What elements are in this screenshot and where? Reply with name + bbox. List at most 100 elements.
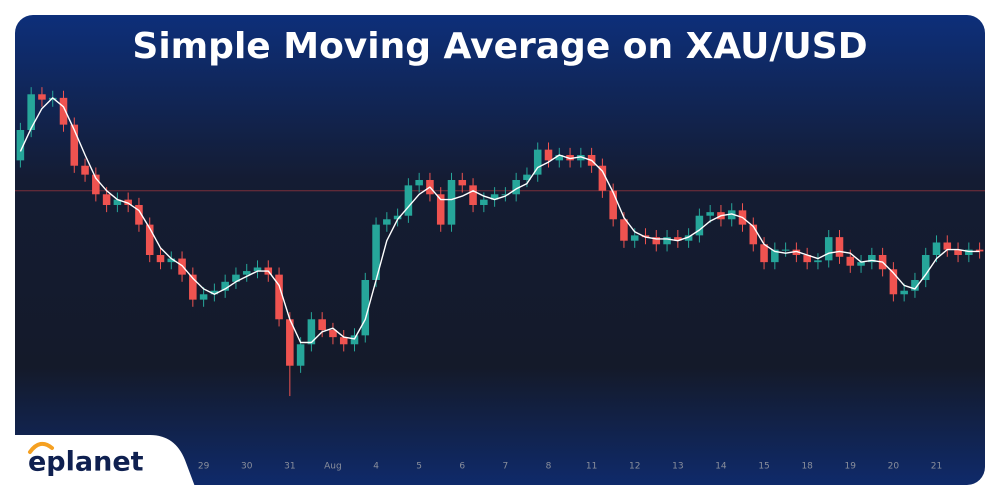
candle-body	[911, 280, 919, 291]
candle-body	[975, 249, 984, 252]
candle-body	[135, 205, 143, 225]
x-tick-label: 4	[373, 462, 379, 472]
candle-body	[307, 319, 316, 345]
x-tick-label: 6	[459, 462, 465, 472]
x-tick-label: 18	[801, 462, 813, 472]
candle-body	[598, 165, 607, 191]
candle-body	[512, 180, 520, 195]
candle-body	[372, 224, 380, 280]
x-tick-label: 31	[284, 462, 295, 472]
candle-body	[242, 271, 251, 275]
candle-body	[469, 185, 477, 205]
candle-body	[296, 344, 305, 366]
candle-body	[156, 255, 165, 263]
plot-area: 29 30 31 Aug 4 5 6 7 8 11 12 13 14 15 18 19 20 21	[15, 87, 985, 472]
candle-body	[339, 337, 348, 345]
candle-body	[889, 269, 898, 295]
candle-body	[232, 274, 240, 282]
chart-title: Simple Moving Average on XAU/USD	[132, 26, 867, 67]
candle-body	[695, 215, 704, 236]
x-tick-label: Aug	[324, 462, 342, 472]
x-tick-label: 30	[241, 462, 253, 472]
candle-body	[38, 94, 46, 100]
candle-body	[965, 249, 973, 255]
candle-body	[641, 235, 650, 238]
candle-body	[824, 237, 833, 261]
candle-body	[555, 155, 564, 161]
candle-body	[620, 219, 628, 241]
candle-body	[221, 281, 229, 291]
candle-body	[523, 174, 531, 180]
candle-body	[684, 235, 693, 241]
candle-body	[92, 174, 100, 195]
candle-body	[932, 242, 941, 255]
candle-body	[954, 249, 962, 255]
x-tick-label: 19	[845, 462, 857, 472]
candle-body	[781, 249, 790, 251]
x-tick-label: 8	[546, 462, 552, 472]
logo-arc	[28, 441, 54, 454]
candle-body	[70, 124, 79, 166]
x-tick-label: 21	[931, 462, 942, 472]
candle-body	[663, 237, 671, 245]
x-tick-label: 5	[416, 462, 422, 472]
candle-body	[113, 199, 122, 205]
sma-line	[19, 97, 980, 344]
candle-body	[609, 190, 617, 220]
candle-body	[577, 155, 585, 161]
candle-body	[533, 149, 542, 175]
candle-body	[835, 237, 844, 257]
candle-body	[749, 224, 758, 245]
candle-body	[803, 255, 811, 263]
candle-body	[286, 319, 294, 366]
candle-body	[318, 319, 326, 330]
x-tick-label: 12	[629, 462, 640, 472]
x-tick-label: 13	[672, 462, 683, 472]
candle-body	[814, 260, 822, 263]
x-tick-label: 15	[758, 462, 769, 472]
candle-body	[404, 185, 413, 216]
candle-body	[145, 224, 154, 255]
candle-body	[16, 130, 25, 161]
candle-body	[447, 180, 456, 225]
x-tick-label: 20	[888, 462, 900, 472]
candle-body	[81, 165, 89, 175]
candle-body	[102, 194, 111, 205]
candle-body	[846, 256, 855, 266]
candle-body	[275, 274, 283, 320]
x-tick-label: 29	[198, 462, 210, 472]
candle-body	[59, 97, 68, 125]
candle-body	[361, 280, 370, 336]
candle-body	[674, 237, 682, 241]
candle-body	[760, 244, 768, 263]
candle-body	[167, 258, 176, 263]
candle-body	[253, 267, 262, 272]
x-tick-label: 14	[715, 462, 727, 472]
candle-body	[921, 255, 930, 280]
candle-body	[415, 180, 423, 186]
candle-body	[329, 330, 337, 338]
candle-body	[501, 194, 510, 196]
candle-body	[480, 199, 488, 205]
candle-body	[544, 149, 553, 161]
candle-body	[771, 249, 779, 263]
candle-body	[490, 194, 499, 200]
candle-body	[393, 215, 402, 220]
candle-body	[566, 155, 574, 161]
panel	[15, 15, 985, 485]
x-tick-label: 7	[503, 462, 509, 472]
candle-body	[27, 94, 35, 130]
candle-body	[350, 335, 359, 345]
candle-body	[436, 194, 445, 225]
candle-body	[857, 262, 865, 266]
candle-body	[727, 210, 736, 220]
candle-body	[199, 294, 208, 300]
candle-body	[124, 199, 132, 205]
candle-body	[458, 180, 467, 186]
candle-body	[706, 212, 714, 216]
candle-body	[652, 237, 661, 245]
logo: eplanet	[28, 447, 144, 478]
candle-body	[210, 290, 219, 295]
candle-body	[943, 242, 952, 250]
